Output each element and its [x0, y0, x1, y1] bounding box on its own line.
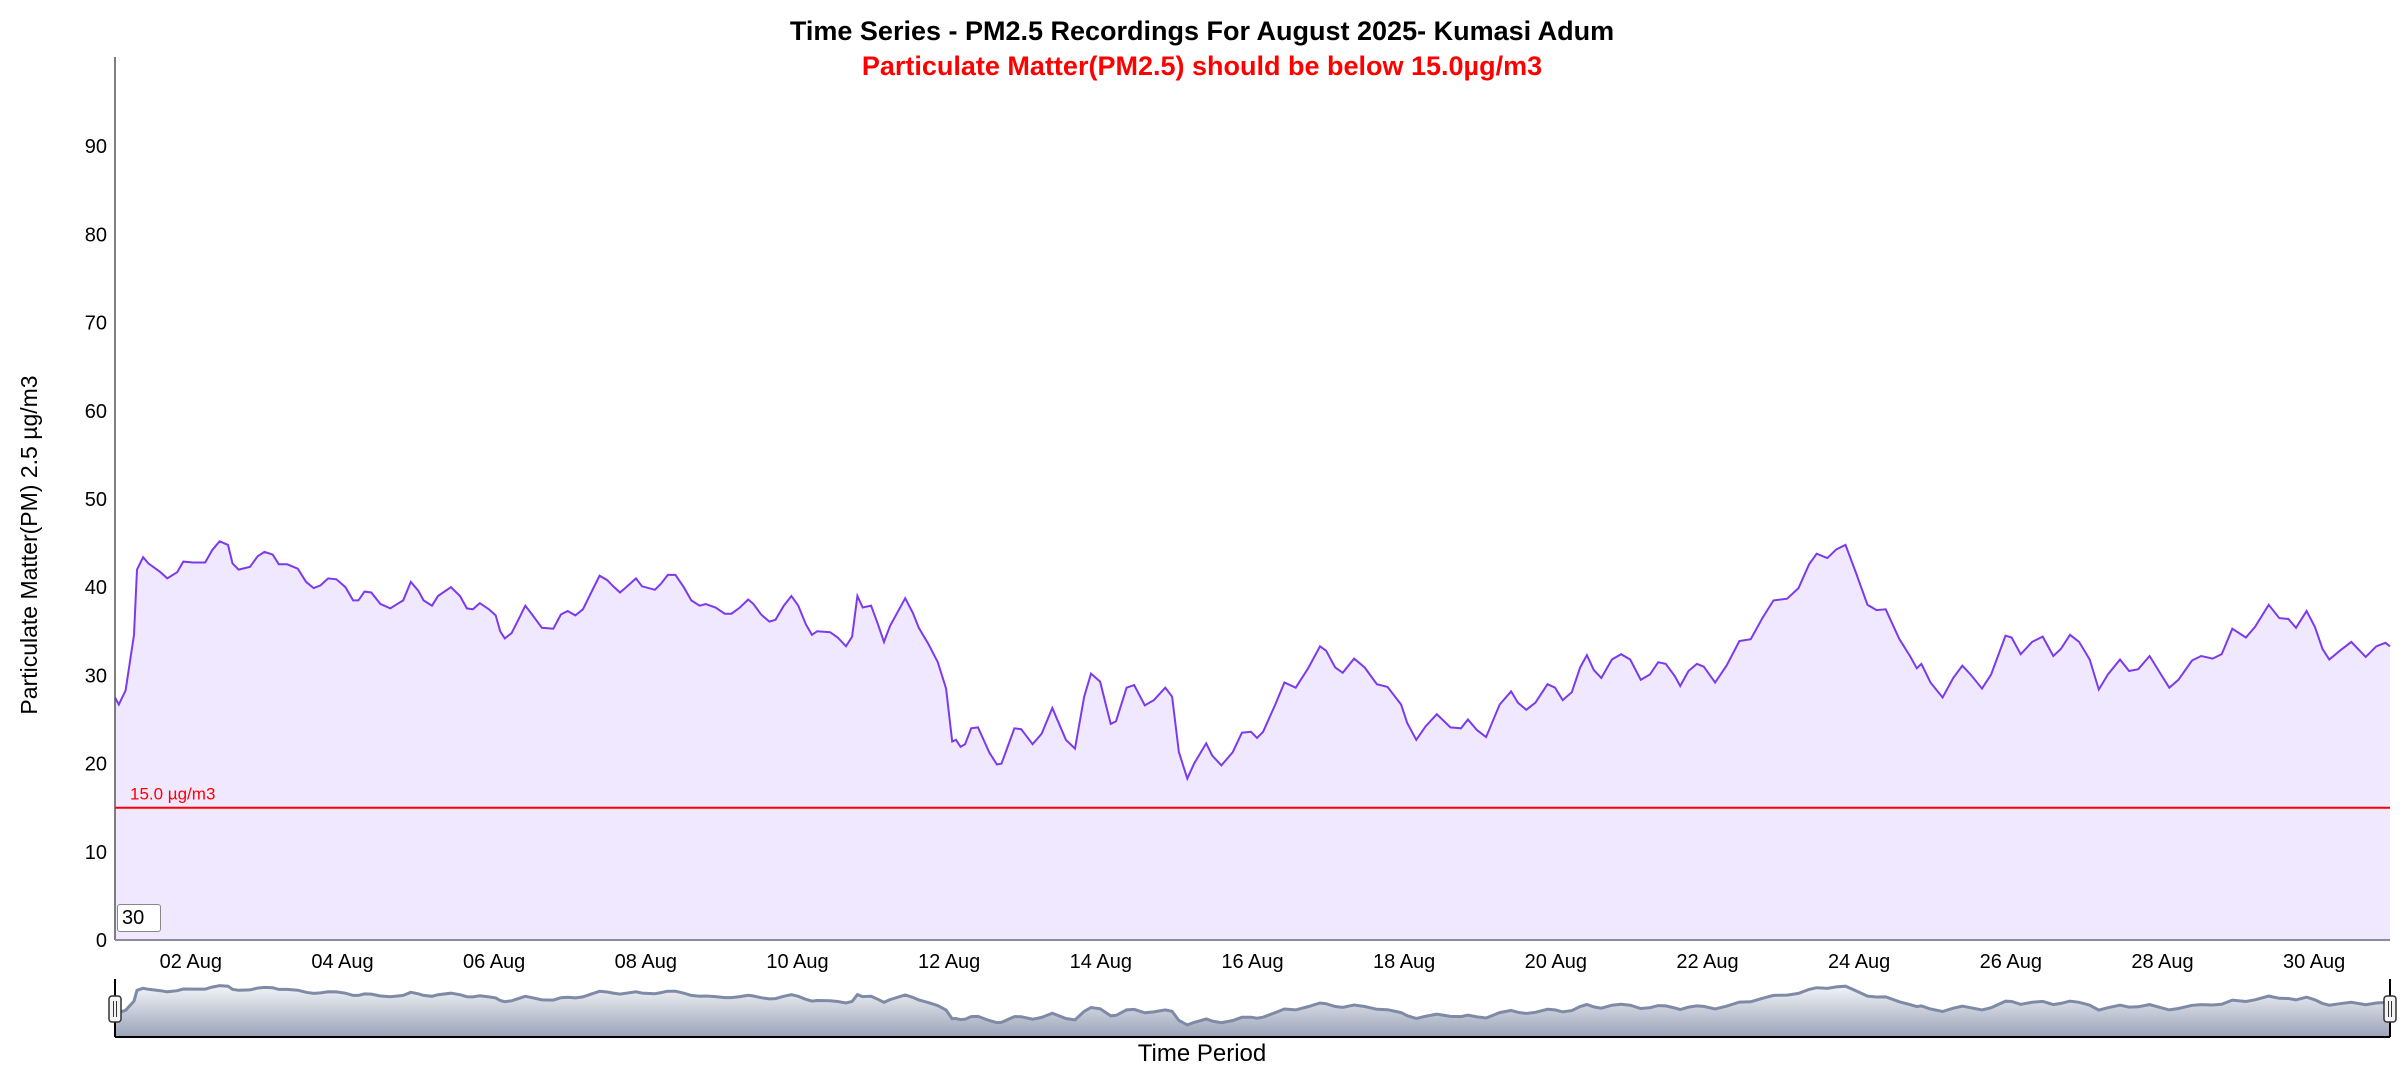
y-tick-label: 60 — [85, 401, 107, 423]
y-axis-title: Particulate Matter(PM) 2.5 µg/m3 — [16, 375, 42, 714]
navigator-right-handle[interactable] — [2383, 995, 2397, 1023]
chart-title: Time Series - PM2.5 Recordings For Augus… — [790, 16, 1614, 46]
navigator-left-handle[interactable] — [108, 995, 122, 1023]
x-tick-label: 06 Aug — [463, 951, 525, 973]
x-tick-label: 10 Aug — [766, 951, 828, 973]
range-input[interactable] — [117, 904, 161, 932]
x-tick-label: 20 Aug — [1525, 951, 1587, 973]
chart-subtitle: Particulate Matter(PM2.5) should be belo… — [862, 51, 1542, 81]
x-tick-label: 30 Aug — [2283, 951, 2345, 973]
x-tick-label: 08 Aug — [615, 951, 677, 973]
series-area — [115, 541, 2390, 940]
x-tick-label: 24 Aug — [1828, 951, 1890, 973]
navigator-area — [115, 985, 2390, 1037]
navigator-line — [114, 984, 2391, 1027]
y-tick-label: 50 — [85, 489, 107, 511]
threshold-label: 15.0 µg/m3 — [130, 785, 215, 804]
x-axis-title: Time Period — [1138, 1040, 1266, 1067]
y-tick-label: 30 — [85, 665, 107, 687]
y-tick-label: 0 — [96, 930, 107, 952]
y-tick-label: 10 — [85, 842, 107, 864]
x-tick-label: 22 Aug — [1676, 951, 1738, 973]
x-tick-label: 28 Aug — [2131, 951, 2193, 973]
x-tick-label: 26 Aug — [1980, 951, 2042, 973]
series-line — [114, 540, 2391, 782]
y-tick-label: 20 — [85, 754, 107, 776]
y-tick-label: 40 — [85, 577, 107, 599]
y-tick-label: 90 — [85, 136, 107, 158]
x-tick-label: 02 Aug — [160, 951, 222, 973]
x-tick-label: 18 Aug — [1373, 951, 1435, 973]
y-tick-label: 80 — [85, 224, 107, 246]
x-tick-label: 14 Aug — [1070, 951, 1132, 973]
x-tick-label: 16 Aug — [1221, 951, 1283, 973]
x-tick-label: 04 Aug — [311, 951, 373, 973]
x-tick-label: 12 Aug — [918, 951, 980, 973]
y-tick-label: 70 — [85, 313, 107, 335]
